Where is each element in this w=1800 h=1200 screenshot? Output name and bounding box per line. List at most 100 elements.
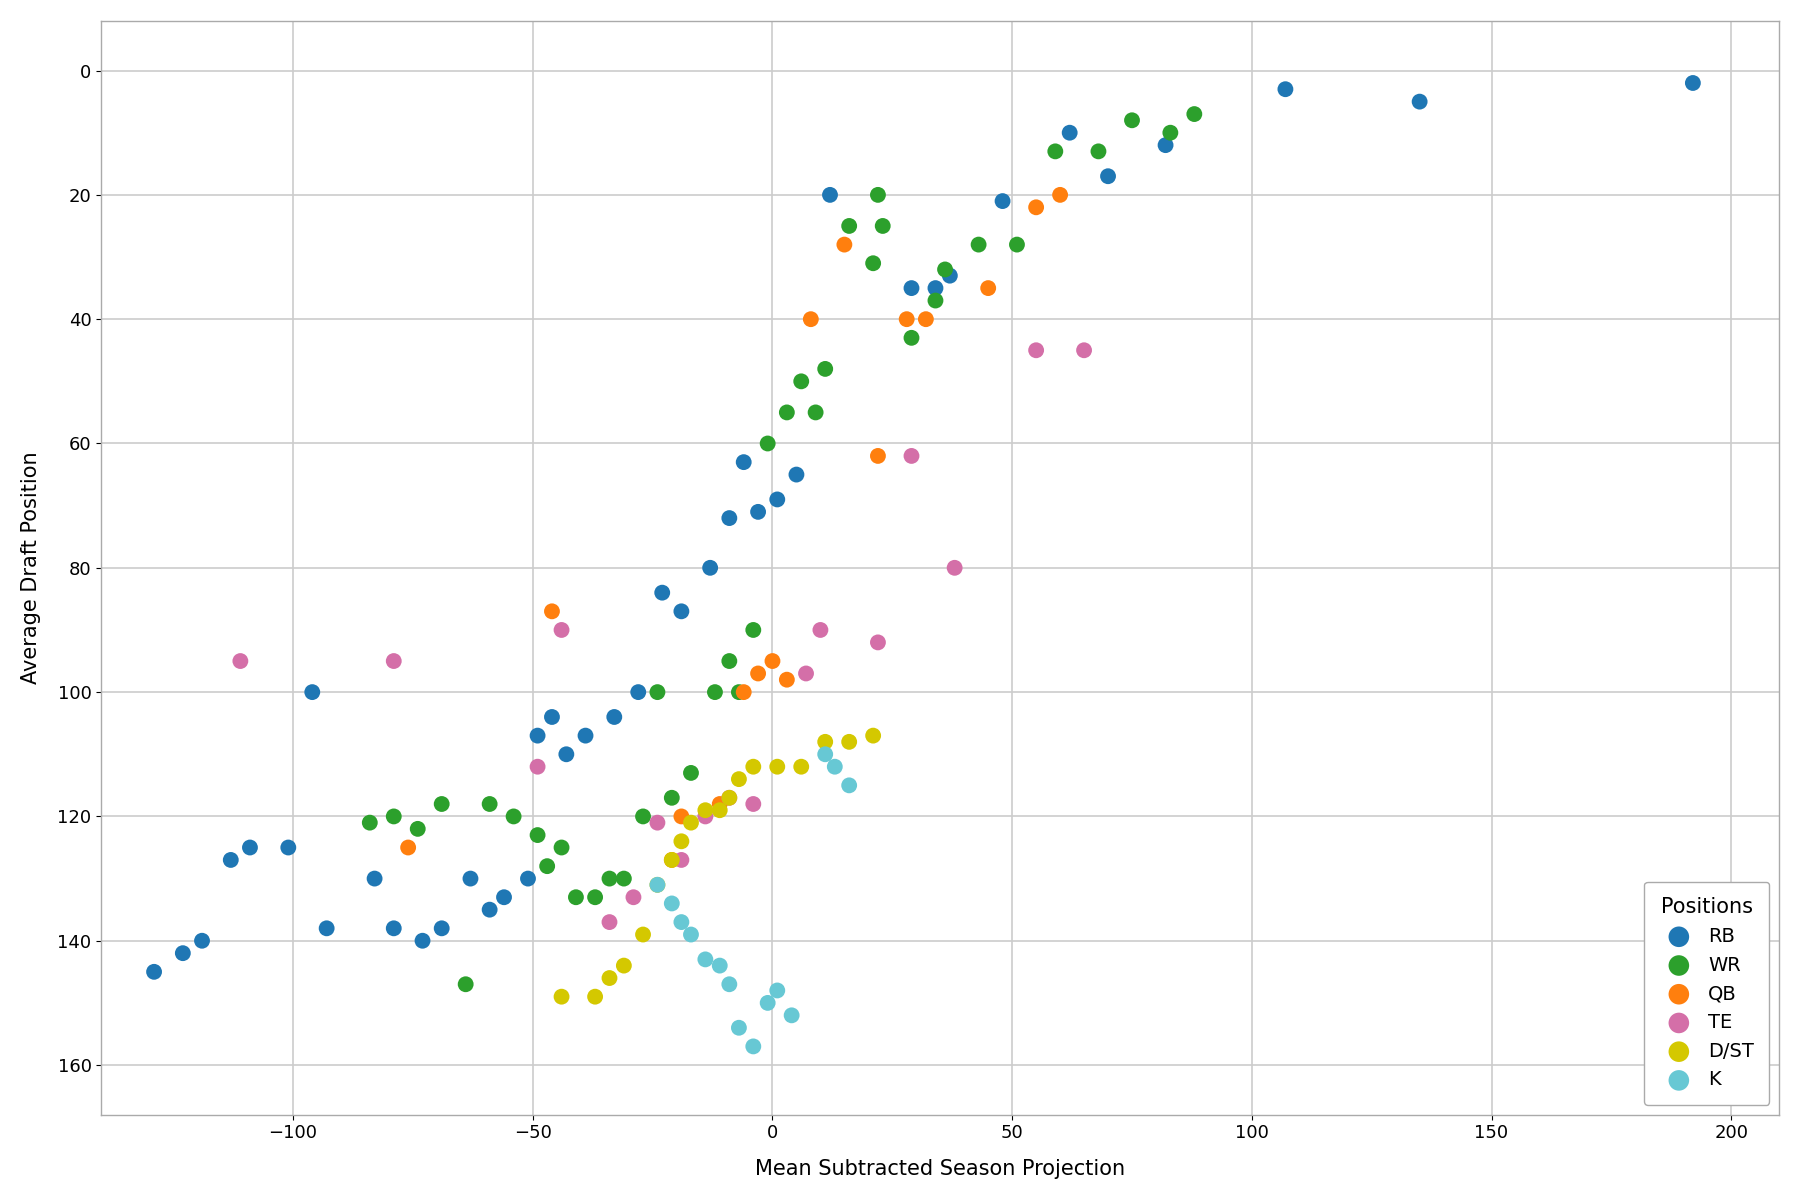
WR: [499, 806, 527, 826]
K: [778, 1006, 806, 1025]
QB: [706, 794, 734, 814]
QB: [657, 851, 686, 870]
RB: [697, 558, 725, 577]
WR: [1003, 235, 1031, 254]
QB: [1046, 185, 1075, 204]
Y-axis label: Average Draft Position: Average Draft Position: [22, 451, 41, 684]
QB: [796, 310, 824, 329]
QB: [668, 806, 697, 826]
RB: [490, 888, 518, 907]
RB: [729, 452, 758, 472]
RB: [380, 919, 409, 938]
TE: [738, 794, 767, 814]
D/ST: [810, 732, 839, 751]
RB: [815, 185, 844, 204]
D/ST: [738, 757, 767, 776]
WR: [475, 794, 504, 814]
QB: [911, 310, 940, 329]
WR: [677, 763, 706, 782]
RB: [1406, 92, 1435, 112]
TE: [792, 664, 821, 683]
TE: [380, 652, 409, 671]
WR: [801, 403, 830, 422]
QB: [1022, 198, 1051, 217]
RB: [169, 943, 198, 962]
WR: [864, 185, 893, 204]
TE: [806, 620, 835, 640]
TE: [524, 757, 553, 776]
WR: [965, 235, 994, 254]
K: [835, 775, 864, 794]
WR: [596, 869, 625, 888]
D/ST: [715, 788, 743, 808]
WR: [1084, 142, 1112, 161]
WR: [628, 806, 657, 826]
QB: [743, 664, 772, 683]
D/ST: [691, 800, 720, 820]
RB: [513, 869, 542, 888]
D/ST: [628, 925, 657, 944]
WR: [810, 359, 839, 378]
WR: [355, 814, 383, 833]
D/ST: [677, 814, 706, 833]
TE: [940, 558, 968, 577]
RB: [1678, 73, 1706, 92]
D/ST: [596, 968, 625, 988]
WR: [738, 620, 767, 640]
WR: [787, 372, 815, 391]
RB: [360, 869, 389, 888]
D/ST: [835, 732, 864, 751]
RB: [236, 838, 265, 857]
WR: [931, 260, 959, 280]
WR: [859, 253, 887, 272]
D/ST: [725, 769, 754, 788]
RB: [599, 707, 628, 726]
WR: [380, 806, 409, 826]
K: [677, 925, 706, 944]
D/ST: [763, 757, 792, 776]
WR: [1040, 142, 1069, 161]
WR: [868, 216, 896, 235]
RB: [648, 583, 677, 602]
RB: [297, 683, 326, 702]
WR: [643, 683, 671, 702]
WR: [452, 974, 481, 994]
K: [752, 994, 781, 1013]
QB: [772, 670, 801, 689]
TE: [596, 912, 625, 931]
RB: [455, 869, 484, 888]
RB: [409, 931, 437, 950]
RB: [922, 278, 950, 298]
RB: [781, 464, 810, 484]
WR: [524, 826, 553, 845]
WR: [427, 794, 455, 814]
RB: [1152, 136, 1181, 155]
RB: [625, 683, 653, 702]
QB: [830, 235, 859, 254]
WR: [922, 290, 950, 310]
RB: [475, 900, 504, 919]
RB: [936, 266, 965, 286]
QB: [864, 446, 893, 466]
QB: [893, 310, 922, 329]
K: [643, 875, 671, 894]
TE: [668, 851, 697, 870]
WR: [1118, 110, 1147, 130]
K: [668, 912, 697, 931]
WR: [896, 329, 925, 348]
RB: [763, 490, 792, 509]
TE: [643, 814, 671, 833]
RB: [1055, 124, 1084, 143]
WR: [547, 838, 576, 857]
K: [821, 757, 850, 776]
D/ST: [859, 726, 887, 745]
TE: [896, 446, 925, 466]
RB: [896, 278, 925, 298]
WR: [752, 434, 781, 454]
D/ST: [610, 956, 639, 976]
TE: [864, 632, 893, 652]
RB: [311, 919, 340, 938]
QB: [538, 601, 567, 620]
QB: [758, 652, 787, 671]
RB: [553, 745, 581, 764]
